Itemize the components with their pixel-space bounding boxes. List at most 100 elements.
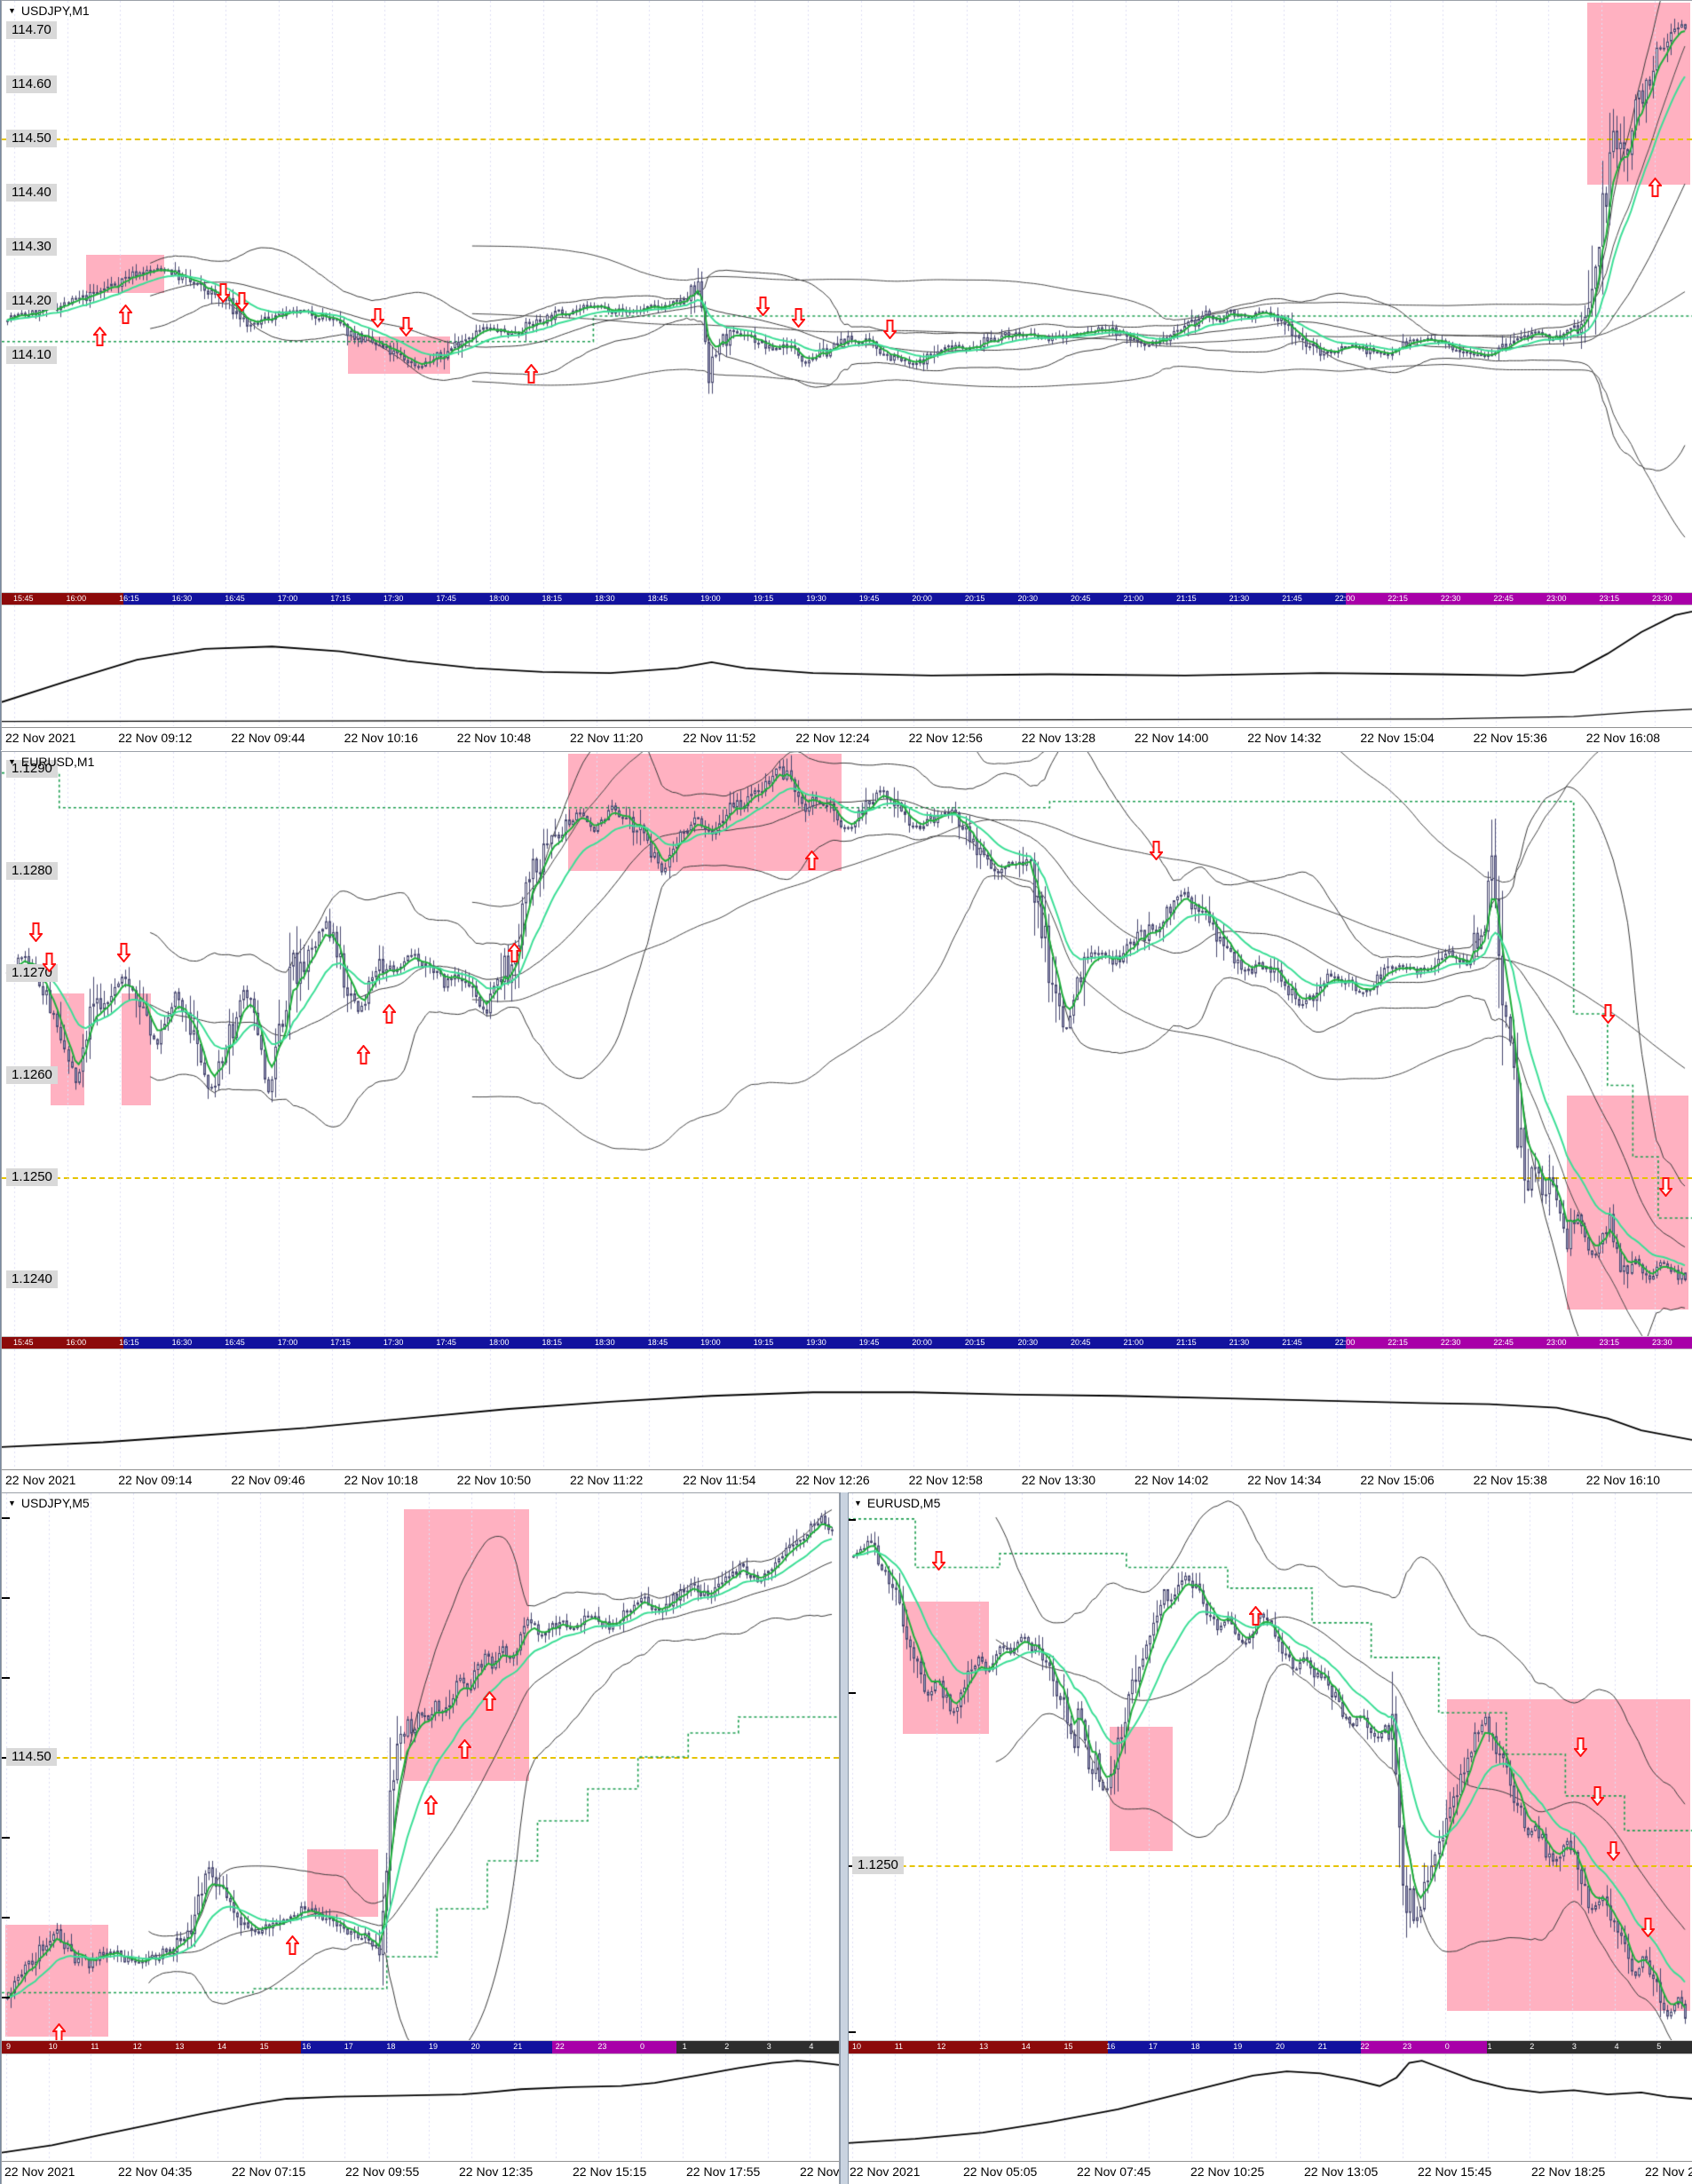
strip-time-label: 23:00 [1546, 1338, 1567, 1347]
chart-title-usdjpy-m5[interactable]: ▼ USDJPY,M5 [8, 1496, 90, 1510]
strip-time-label: 20:45 [1071, 594, 1091, 603]
up-arrow-signal[interactable] [1249, 1606, 1263, 1626]
chart-menu-arrow-icon[interactable]: ▼ [854, 1499, 862, 1507]
chart-panel-usdjpy-m1[interactable]: ▼ USDJPY,M1 114.70 114.60 114.50 114.40 114.3… [1, 0, 1692, 751]
up-arrow-signal[interactable] [118, 305, 132, 325]
session-strip-segment [1361, 2041, 1487, 2053]
date-axis-label: 22 Nov 10:50 [456, 1473, 532, 1487]
indicator-subwindow[interactable] [2, 605, 1692, 728]
strip-time-label: 20:45 [1071, 1338, 1091, 1347]
down-arrow-signal[interactable] [1591, 1785, 1605, 1806]
date-axis-label: 22 Nov 09:44 [231, 731, 305, 745]
down-arrow-signal[interactable] [882, 319, 897, 339]
session-strip-segment [300, 2041, 552, 2053]
up-arrow-signal[interactable] [805, 851, 819, 871]
down-arrow-signal[interactable] [117, 942, 131, 962]
down-arrow-signal[interactable] [1574, 1737, 1588, 1758]
down-arrow-signal[interactable] [1606, 1841, 1620, 1862]
strip-time-label: 14 [217, 2042, 227, 2051]
price-tick [2, 1837, 10, 1839]
strip-time-label: 18 [1190, 2042, 1200, 2051]
strip-time-label: 17:15 [330, 1338, 351, 1347]
up-arrow-signal[interactable] [507, 942, 521, 962]
chart-title-eurusd-m5[interactable]: ▼ EURUSD,M5 [854, 1496, 940, 1510]
date-axis-label: 22 Nov 05:05 [963, 2164, 1038, 2179]
down-arrow-signal[interactable] [1150, 840, 1164, 860]
chart-plot-area[interactable]: ▼ EURUSD,M1 1.1290 1.1280 1.1270 1.1260 1.125… [2, 752, 1692, 1336]
strip-time-label: 5 [1656, 2042, 1662, 2051]
up-arrow-signal[interactable] [423, 1795, 438, 1815]
indicator-subwindow[interactable] [848, 2054, 1692, 2162]
down-arrow-signal[interactable] [1658, 1177, 1672, 1198]
price-tick [848, 1692, 856, 1694]
strip-time-label: 12 [132, 2042, 142, 2051]
chart-title-eurusd-m1[interactable]: ▼ EURUSD,M1 [8, 755, 94, 769]
down-arrow-signal[interactable] [791, 308, 805, 328]
down-arrow-signal[interactable] [235, 292, 249, 313]
chart-plot-area[interactable]: ▼ EURUSD,M5 1.1250 [848, 1493, 1692, 2040]
down-arrow-signal[interactable] [1601, 1003, 1615, 1024]
strip-time-label: 21:30 [1229, 1338, 1250, 1347]
date-axis-label: 22 Nov 10:48 [456, 731, 532, 745]
chart-plot-area[interactable]: ▼ USDJPY,M1 114.70 114.60 114.50 114.40 114.3… [2, 1, 1692, 592]
strip-time-label: 22:15 [1388, 594, 1408, 603]
strip-time-label: 14 [1021, 2042, 1031, 2051]
date-axis: 22 Nov 2021 22 Nov 04:35 22 Nov 07:15 22 No… [2, 2162, 839, 2184]
down-arrow-signal[interactable] [43, 953, 57, 973]
price-axis-label: 1.1270 [6, 964, 58, 982]
price-axis-label: 114.50 [6, 1748, 57, 1766]
up-arrow-signal[interactable] [357, 1044, 371, 1064]
strip-time-label: 22:15 [1388, 1338, 1408, 1347]
date-axis-label: 22 Nov 12:35 [459, 2164, 534, 2179]
strip-time-label: 15 [1063, 2042, 1073, 2051]
up-arrow-signal[interactable] [524, 364, 538, 384]
strip-time-label: 15:45 [13, 594, 34, 603]
down-arrow-signal[interactable] [399, 317, 414, 337]
chart-title-usdjpy-m1[interactable]: ▼ USDJPY,M1 [8, 4, 90, 18]
up-arrow-signal[interactable] [482, 1691, 496, 1711]
panel-splitter[interactable] [840, 1492, 849, 2184]
indicator-subwindow[interactable] [2, 1349, 1692, 1470]
down-arrow-signal[interactable] [29, 922, 43, 942]
chart-panel-eurusd-m5[interactable]: ▼ EURUSD,M5 1.1250 10 11 12 13 14 15 16 17 18 19 20… [847, 1492, 1692, 2184]
strip-time-label: 18:15 [542, 594, 563, 603]
date-axis-label: 22 Nov 15:06 [1360, 1473, 1435, 1487]
chart-title-label: USDJPY,M1 [20, 4, 90, 18]
candlestick-canvas [2, 1, 1692, 592]
date-axis-label: 22 Nov 07:15 [232, 2164, 306, 2179]
indicator-canvas [2, 2054, 839, 2160]
date-axis-label: 22 Nov 2021 [5, 1473, 76, 1487]
down-arrow-signal[interactable] [755, 297, 770, 317]
chart-menu-arrow-icon[interactable]: ▼ [8, 757, 16, 766]
down-arrow-signal[interactable] [370, 308, 384, 328]
up-arrow-signal[interactable] [286, 1935, 300, 1955]
up-arrow-signal[interactable] [93, 326, 107, 346]
down-arrow-signal[interactable] [931, 1550, 945, 1571]
date-axis-label: 22 Nov 09:14 [118, 1473, 193, 1487]
chart-panel-eurusd-m1[interactable]: ▼ EURUSD,M1 1.1290 1.1280 1.1270 1.1260 1.125… [1, 751, 1692, 1493]
strip-time-label: 20:30 [1017, 594, 1038, 603]
strip-time-label: 22 [555, 2042, 565, 2051]
chart-plot-area[interactable]: ▼ USDJPY,M5 114.50 [2, 1493, 839, 2040]
date-axis-label: 22 Nov 11:52 [683, 731, 756, 745]
strip-time-label: 4 [809, 2042, 814, 2051]
strip-time-label: 17:45 [436, 1338, 456, 1347]
chart-panel-usdjpy-m5[interactable]: ▼ USDJPY,M5 114.50 9 10 11 12 13 14 15 16 17 18 19 2… [1, 1492, 840, 2184]
indicator-subwindow[interactable] [2, 2054, 839, 2162]
chart-menu-arrow-icon[interactable]: ▼ [8, 1499, 16, 1507]
strip-time-label: 23 [1403, 2042, 1412, 2051]
up-arrow-signal[interactable] [458, 1739, 472, 1759]
down-arrow-signal[interactable] [1641, 1918, 1655, 1938]
chart-menu-arrow-icon[interactable]: ▼ [8, 6, 16, 15]
session-strip-segment [123, 593, 1346, 605]
up-arrow-signal[interactable] [383, 1003, 397, 1024]
date-axis-label: 22 Nov 11:20 [570, 731, 644, 745]
strip-time-label: 19:45 [858, 1338, 880, 1347]
strip-time-label: 22 [1360, 2042, 1370, 2051]
strip-time-label: 19:30 [806, 594, 826, 603]
up-arrow-signal[interactable] [1649, 177, 1663, 197]
price-axis-label: 1.1240 [6, 1270, 58, 1288]
down-arrow-signal[interactable] [217, 282, 231, 303]
up-arrow-signal[interactable] [52, 2022, 67, 2041]
